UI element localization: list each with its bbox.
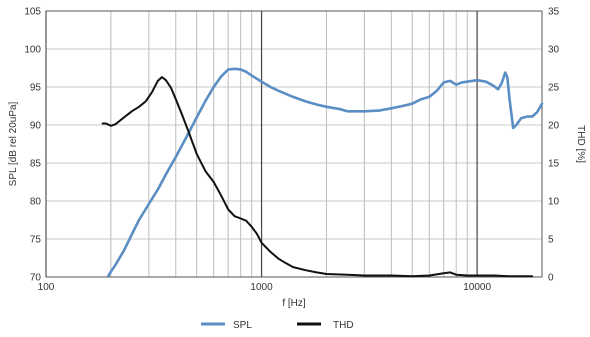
left-tick-label: 85	[30, 159, 42, 170]
right-tick-label: 35	[548, 7, 560, 18]
right-tick-label: 20	[548, 121, 560, 132]
grid	[45, 10, 543, 278]
left-tick-label: 100	[24, 45, 41, 56]
right-axis-label: THD [%]	[575, 125, 586, 163]
series-line-spl	[107, 67, 544, 277]
series-layer	[101, 67, 544, 278]
legend-label-spl: SPL	[233, 320, 252, 331]
series-line-thd	[101, 76, 534, 278]
right-tick-label: 25	[548, 83, 560, 94]
right-tick-label: 5	[548, 235, 554, 246]
x-tick-label: 1000	[250, 282, 273, 293]
left-tick-label: 95	[30, 83, 42, 94]
left-tick-label: 75	[30, 235, 42, 246]
x-tick-label: 10000	[463, 282, 491, 293]
right-tick-label: 10	[548, 197, 560, 208]
left-axis-label: SPL [dB rel 20uPa]	[8, 101, 19, 186]
right-axis-ticks: 0 5 10 15 20 25 30 35	[548, 7, 560, 284]
left-tick-label: 80	[30, 197, 42, 208]
left-tick-label: 90	[30, 121, 42, 132]
left-axis-ticks: 70 75 80 85 90 95 100 105	[24, 7, 41, 284]
right-tick-label: 0	[548, 273, 554, 284]
left-tick-label: 70	[30, 273, 42, 284]
left-tick-label: 105	[24, 7, 41, 18]
x-tick-label: 100	[38, 282, 55, 293]
x-axis-label: f [Hz]	[282, 298, 306, 309]
plot-frame	[45, 10, 543, 278]
right-tick-label: 15	[548, 159, 560, 170]
legend-label-thd: THD	[333, 320, 354, 331]
right-tick-label: 30	[548, 45, 560, 56]
legend: SPL THD	[201, 320, 354, 331]
x-axis-ticks: 100 1000 10000	[38, 282, 492, 293]
